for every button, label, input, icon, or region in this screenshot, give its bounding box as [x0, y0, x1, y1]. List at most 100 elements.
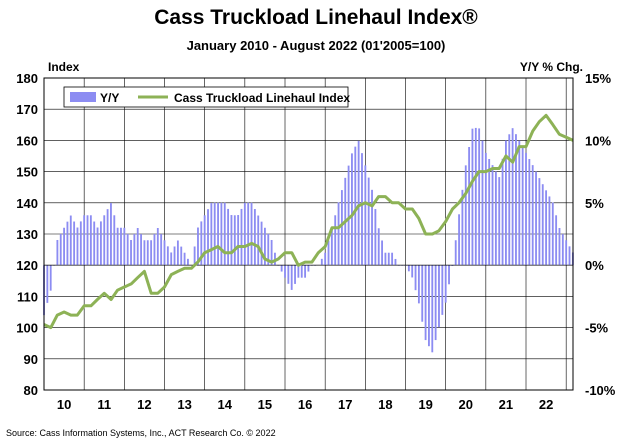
yoy-bar: [531, 165, 534, 266]
yoy-bar: [307, 265, 310, 272]
yoy-bar: [263, 227, 266, 266]
yoy-bar: [166, 246, 169, 266]
yoy-bar: [83, 215, 86, 266]
yoy-bar: [518, 140, 521, 266]
yoy-bar: [227, 208, 230, 266]
yoy-bar: [143, 240, 146, 266]
yoy-bar: [300, 265, 303, 278]
x-tick-label: 20: [459, 397, 473, 412]
yoy-bar: [538, 178, 541, 266]
yoy-bar: [417, 265, 420, 304]
yoy-bar: [203, 215, 206, 266]
yoy-bar: [210, 203, 213, 266]
yoy-bars: [43, 127, 574, 353]
yoy-bar: [454, 240, 457, 266]
x-tick-label: 11: [97, 397, 111, 412]
yoy-bar: [280, 265, 283, 272]
yoy-bar: [89, 215, 92, 266]
yoy-bar: [505, 140, 507, 266]
y-left-tick-label: 130: [16, 227, 38, 242]
yoy-bar: [528, 158, 531, 266]
yoy-bar: [414, 265, 417, 291]
yoy-bar: [287, 265, 290, 284]
yoy-bar: [511, 128, 514, 266]
index-line-path: [43, 113, 574, 330]
legend-label-index: Cass Truckload Linehaul Index: [174, 91, 350, 105]
yoy-bar: [515, 134, 517, 266]
yoy-bar: [237, 215, 240, 266]
x-tick-label: 17: [338, 397, 352, 412]
plot-border: [43, 77, 574, 391]
yoy-bar: [170, 252, 173, 266]
y-right-tick-label: 0%: [585, 258, 604, 273]
axis-labels: 80 90 100 110 120 130 140 150 160 170 180 10 11 12 13 1…: [16, 60, 615, 412]
yoy-bar: [565, 240, 568, 266]
yoy-bar: [260, 221, 263, 266]
yoy-bar: [561, 234, 564, 266]
y-right-tick-label: 5%: [585, 196, 604, 211]
yoy-bar: [391, 252, 394, 266]
yoy-bar: [377, 228, 380, 266]
yoy-bar: [193, 246, 196, 266]
yoy-bar: [136, 228, 139, 266]
yoy-bar: [434, 265, 437, 341]
yoy-bar: [113, 215, 116, 266]
yoy-bar: [69, 215, 72, 266]
yoy-bar: [160, 234, 163, 266]
index-line: [43, 113, 574, 330]
yoy-bar: [86, 215, 89, 266]
yoy-bar: [294, 265, 296, 284]
yoy-bar: [448, 265, 450, 285]
y-right-tick-label: 15%: [585, 71, 611, 86]
yoy-bar: [474, 127, 477, 266]
yoy-bar: [374, 209, 377, 266]
x-tick-label: 21: [499, 397, 513, 412]
yoy-bar: [130, 239, 132, 266]
yoy-bar: [176, 240, 179, 266]
yoy-bar: [351, 153, 353, 266]
yoy-bar: [421, 265, 424, 322]
yoy-bar: [488, 158, 491, 266]
yoy-bar: [407, 265, 410, 272]
yoy-bar: [230, 215, 233, 266]
yoy-bar: [213, 202, 216, 266]
yoy-bar: [441, 265, 444, 315]
plot-frame: [43, 77, 574, 391]
yoy-bar: [79, 221, 82, 266]
yoy-bar: [558, 228, 561, 266]
yoy-bar: [140, 234, 142, 266]
yoy-bar: [367, 177, 370, 266]
yoy-bar: [156, 228, 159, 266]
yoy-bar: [257, 215, 260, 266]
yoy-bar: [63, 227, 66, 266]
yoy-bar: [525, 152, 527, 266]
yoy-bar: [250, 202, 253, 266]
y-right-tick-label: -10%: [585, 383, 616, 398]
yoy-bar: [240, 208, 243, 266]
yoy-bar: [103, 215, 106, 266]
yoy-bar: [545, 190, 548, 266]
yoy-bar: [438, 265, 440, 328]
yoy-bar: [501, 158, 504, 266]
yoy-bar: [233, 215, 236, 266]
yoy-bar: [337, 202, 340, 266]
yoy-bar: [568, 246, 571, 266]
legend-box: [63, 86, 349, 108]
yoy-bar: [478, 128, 481, 266]
x-tick-label: 18: [378, 397, 392, 412]
yoy-bar: [394, 258, 397, 266]
yoy-bar: [347, 165, 350, 266]
grid-lines: [44, 77, 573, 391]
yoy-bar: [551, 202, 554, 266]
yoy-bar: [481, 140, 484, 266]
y-right-axis-title: Y/Y % Chg.: [520, 60, 583, 74]
yoy-bar: [361, 153, 363, 266]
yoy-bar: [491, 165, 494, 266]
yoy-bar: [444, 265, 447, 303]
yoy-bar: [304, 265, 307, 278]
yoy-bar: [521, 146, 524, 266]
y-left-tick-label: 170: [16, 102, 38, 117]
yoy-bar: [411, 265, 414, 278]
yoy-bar: [451, 265, 454, 266]
yoy-bar: [387, 252, 390, 266]
